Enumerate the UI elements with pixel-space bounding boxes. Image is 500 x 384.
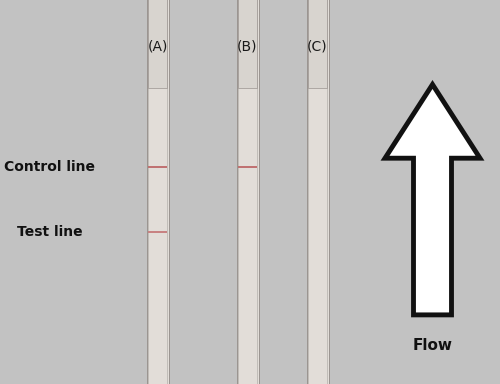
Bar xyxy=(148,0,167,88)
Bar xyxy=(308,0,327,88)
Polygon shape xyxy=(385,84,480,315)
Text: (A): (A) xyxy=(148,39,168,53)
Bar xyxy=(238,0,257,88)
Bar xyxy=(146,0,169,384)
Bar xyxy=(306,0,328,384)
Text: Test line: Test line xyxy=(17,225,83,239)
Bar xyxy=(236,0,258,384)
Text: Flow: Flow xyxy=(412,338,453,353)
Text: Control line: Control line xyxy=(4,160,96,174)
Text: (B): (B) xyxy=(238,39,258,53)
Text: (C): (C) xyxy=(307,39,328,53)
